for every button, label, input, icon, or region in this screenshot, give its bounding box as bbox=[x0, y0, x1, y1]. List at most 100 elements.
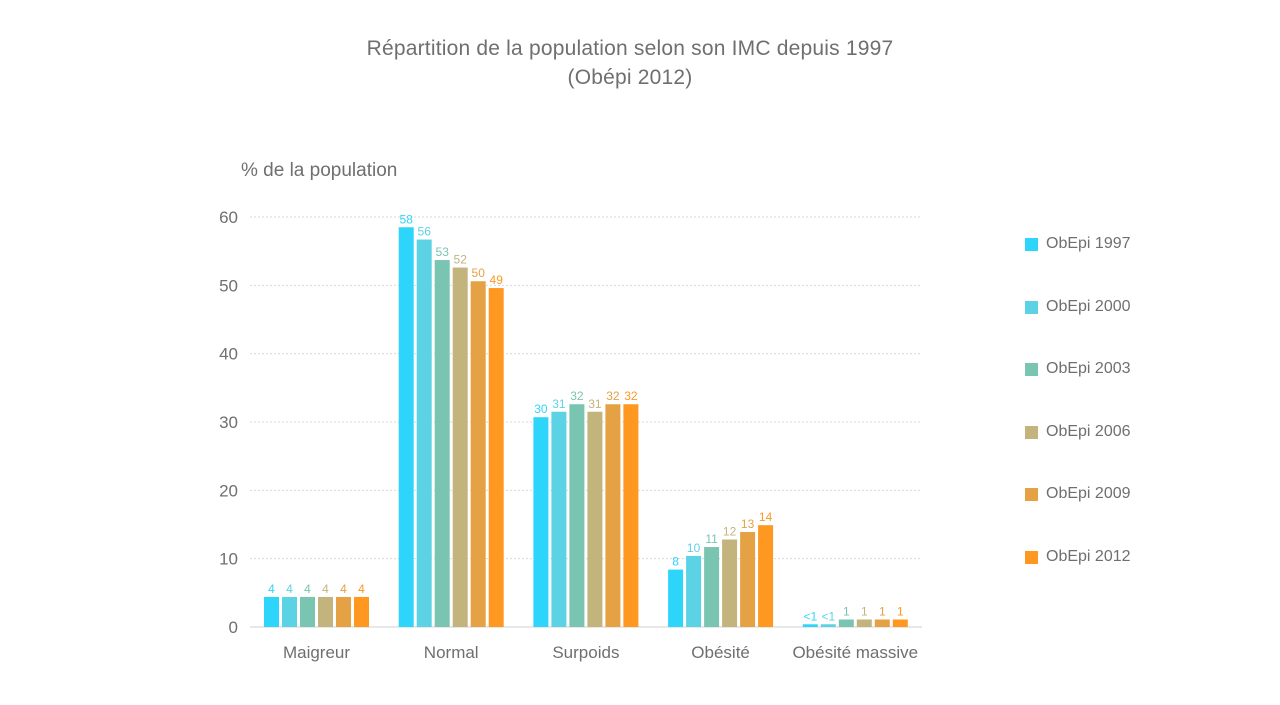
bars bbox=[264, 227, 908, 628]
bar bbox=[686, 555, 702, 627]
legend-label: ObEpi 2012 bbox=[1046, 547, 1131, 565]
data-label: 1 bbox=[897, 604, 904, 618]
bar bbox=[318, 596, 333, 627]
data-label: 50 bbox=[472, 266, 486, 280]
chart-subtitle: (Obépi 2012) bbox=[567, 66, 693, 89]
bar bbox=[668, 569, 684, 627]
y-axis-ticks: 0 10 20 30 40 50 60 bbox=[219, 208, 238, 637]
data-label: 4 bbox=[358, 582, 365, 596]
bar bbox=[758, 525, 774, 627]
data-label: 32 bbox=[606, 389, 620, 403]
x-category-label: Obésité massive bbox=[792, 643, 918, 662]
data-label: 49 bbox=[490, 273, 504, 287]
bar bbox=[264, 596, 279, 627]
legend-item: ObEpi 1997 bbox=[1025, 235, 1131, 298]
data-label: 4 bbox=[286, 582, 293, 596]
y-tick-label: 20 bbox=[219, 481, 238, 500]
legend-label: ObEpi 2006 bbox=[1046, 422, 1131, 440]
gridlines bbox=[250, 216, 922, 628]
bar bbox=[892, 619, 908, 627]
data-label: 4 bbox=[304, 582, 311, 596]
bar bbox=[551, 411, 567, 627]
bar bbox=[605, 404, 621, 627]
data-label: 32 bbox=[570, 389, 584, 403]
bar bbox=[336, 596, 351, 627]
data-label: 11 bbox=[705, 532, 718, 546]
data-label: 14 bbox=[759, 510, 773, 524]
y-tick-label: 40 bbox=[219, 345, 238, 364]
legend-label: ObEpi 1997 bbox=[1046, 235, 1131, 252]
data-label: 1 bbox=[843, 604, 850, 618]
y-tick-label: 30 bbox=[219, 413, 238, 432]
bar bbox=[533, 417, 549, 627]
legend-swatch bbox=[1025, 425, 1038, 439]
bar bbox=[623, 404, 639, 627]
data-label: 13 bbox=[741, 517, 755, 531]
bar bbox=[300, 596, 315, 627]
data-label: 1 bbox=[879, 604, 886, 618]
legend-label: ObEpi 2009 bbox=[1046, 485, 1131, 502]
legend-item: ObEpi 2006 bbox=[1025, 423, 1131, 486]
bar bbox=[488, 288, 504, 627]
data-label: 53 bbox=[436, 245, 450, 259]
data-label: <1 bbox=[803, 609, 817, 623]
bar bbox=[354, 596, 369, 627]
data-label: 4 bbox=[340, 582, 347, 596]
legend-swatch bbox=[1025, 363, 1038, 376]
data-label: 31 bbox=[552, 397, 566, 411]
bar bbox=[740, 532, 756, 627]
bar bbox=[856, 619, 872, 627]
legend-label: ObEpi 2003 bbox=[1046, 360, 1131, 377]
legend-item: ObEpi 2009 bbox=[1025, 485, 1131, 548]
legend-swatch bbox=[1025, 300, 1038, 314]
y-tick-label: 10 bbox=[219, 550, 238, 569]
data-label: 1 bbox=[861, 604, 868, 618]
data-label: <1 bbox=[821, 609, 835, 623]
bar bbox=[838, 619, 854, 627]
bar bbox=[802, 624, 818, 627]
data-label: 30 bbox=[534, 402, 548, 416]
bar bbox=[820, 624, 836, 627]
x-category-label: Obésité bbox=[691, 643, 750, 662]
x-category-label: Maigreur bbox=[283, 643, 350, 662]
bar bbox=[874, 619, 890, 627]
y-tick-label: 0 bbox=[229, 618, 238, 637]
data-label: 8 bbox=[672, 555, 679, 569]
bar bbox=[569, 404, 585, 627]
y-tick-label: 60 bbox=[219, 208, 238, 227]
bar bbox=[434, 260, 450, 627]
legend-item: ObEpi 2000 bbox=[1025, 298, 1131, 361]
legend: ObEpi 1997 ObEpi 2000 ObEpi 2003 ObEpi 2006… bbox=[1025, 235, 1131, 610]
data-label: 32 bbox=[624, 389, 638, 403]
data-label: 31 bbox=[588, 397, 602, 411]
bar bbox=[398, 227, 414, 627]
y-tick-label: 50 bbox=[219, 276, 238, 295]
legend-swatch bbox=[1025, 488, 1038, 501]
bar bbox=[282, 596, 297, 627]
data-label: 12 bbox=[723, 525, 737, 539]
bar bbox=[722, 539, 738, 627]
bar bbox=[452, 267, 468, 627]
data-label: 4 bbox=[268, 582, 275, 596]
bar bbox=[416, 239, 432, 628]
legend-item: ObEpi 2012 bbox=[1025, 548, 1131, 611]
data-label: 56 bbox=[418, 225, 432, 239]
x-category-label: Surpoids bbox=[552, 643, 619, 662]
legend-swatch bbox=[1025, 550, 1038, 564]
legend-item: ObEpi 2003 bbox=[1025, 360, 1131, 423]
legend-label: ObEpi 2000 bbox=[1046, 297, 1131, 315]
bar bbox=[470, 281, 486, 627]
chart-title: Répartition de la population selon son I… bbox=[366, 37, 894, 60]
data-label: 10 bbox=[687, 541, 701, 555]
y-axis-label: % de la population bbox=[241, 160, 397, 181]
bar bbox=[587, 411, 603, 627]
x-axis-categories: Maigreur Normal Surpoids Obésité Obésité mas… bbox=[283, 643, 918, 662]
x-category-label: Normal bbox=[424, 643, 479, 662]
data-label: 58 bbox=[400, 212, 414, 226]
data-label: 52 bbox=[454, 253, 468, 267]
bar bbox=[704, 547, 720, 627]
legend-swatch bbox=[1025, 238, 1038, 251]
data-label: 4 bbox=[322, 582, 329, 596]
